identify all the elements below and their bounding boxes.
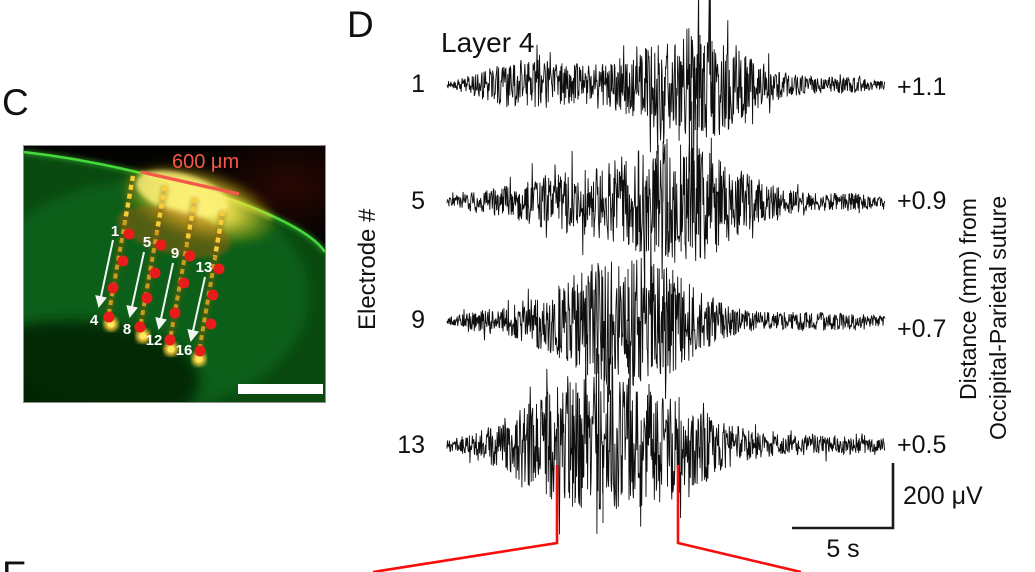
distance-label-9: +0.7 [897, 315, 947, 343]
electrode-site-markers [103, 228, 225, 357]
distance-label-5: +0.9 [897, 187, 947, 215]
trace-row-label-13: 13 [397, 431, 425, 459]
panel-e-label: E [2, 556, 27, 572]
scale-bars [792, 463, 895, 530]
lfp-trace-electrode [446, 0, 886, 173]
label-electrode-12: 12 [146, 332, 163, 349]
lfp-trace-electrode [446, 217, 886, 425]
lfp-traces [446, 0, 886, 535]
voltage-scale-label: 200 μV [903, 482, 983, 510]
trace-row-label-5: 5 [411, 187, 425, 215]
label-electrode-13: 13 [196, 259, 213, 276]
scale-annotation-line [140, 170, 240, 196]
distance-label-1: +1.1 [897, 73, 947, 101]
scale-annotation-label: 600 μm [172, 151, 239, 173]
label-electrode-8: 8 [123, 321, 131, 338]
label-electrode-5: 5 [143, 234, 151, 251]
zoom-connector-line-right [676, 465, 802, 572]
right-axis-label-line2: Occipital-Parietal suture [985, 195, 1011, 440]
right-axis-label-line1: Distance (mm) from [955, 198, 981, 400]
lfp-trace-electrode [446, 339, 886, 535]
depth-arrows [95, 239, 206, 342]
label-electrode-16: 16 [176, 342, 193, 359]
lfp-trace-electrode [446, 101, 886, 290]
distance-label-13: +0.5 [897, 431, 947, 459]
panel-d-label: D [347, 4, 374, 45]
trace-row-label-1: 1 [411, 70, 425, 98]
subsurface-orange [117, 206, 231, 258]
micrograph-scale-bar [238, 384, 323, 394]
electrode-number-labels: 1 5 9 13 4 8 12 16 [90, 223, 213, 359]
trace-row-label-9: 9 [411, 306, 425, 334]
electrode-tracks [103, 175, 227, 366]
tissue-shadow [24, 321, 199, 402]
y-axis-label: Electrode # [354, 208, 381, 330]
zoom-connector-line-left [372, 465, 559, 572]
panel-c-label: C [2, 82, 29, 123]
label-electrode-9: 9 [171, 245, 179, 262]
label-electrode-4: 4 [90, 312, 99, 329]
time-scale-label: 5 s [826, 535, 860, 563]
label-electrode-1: 1 [111, 223, 119, 240]
panel-d-title: Layer 4 [441, 27, 535, 58]
fluorescence-micrograph: 1 5 9 13 4 8 12 16 600 μm [23, 145, 326, 403]
